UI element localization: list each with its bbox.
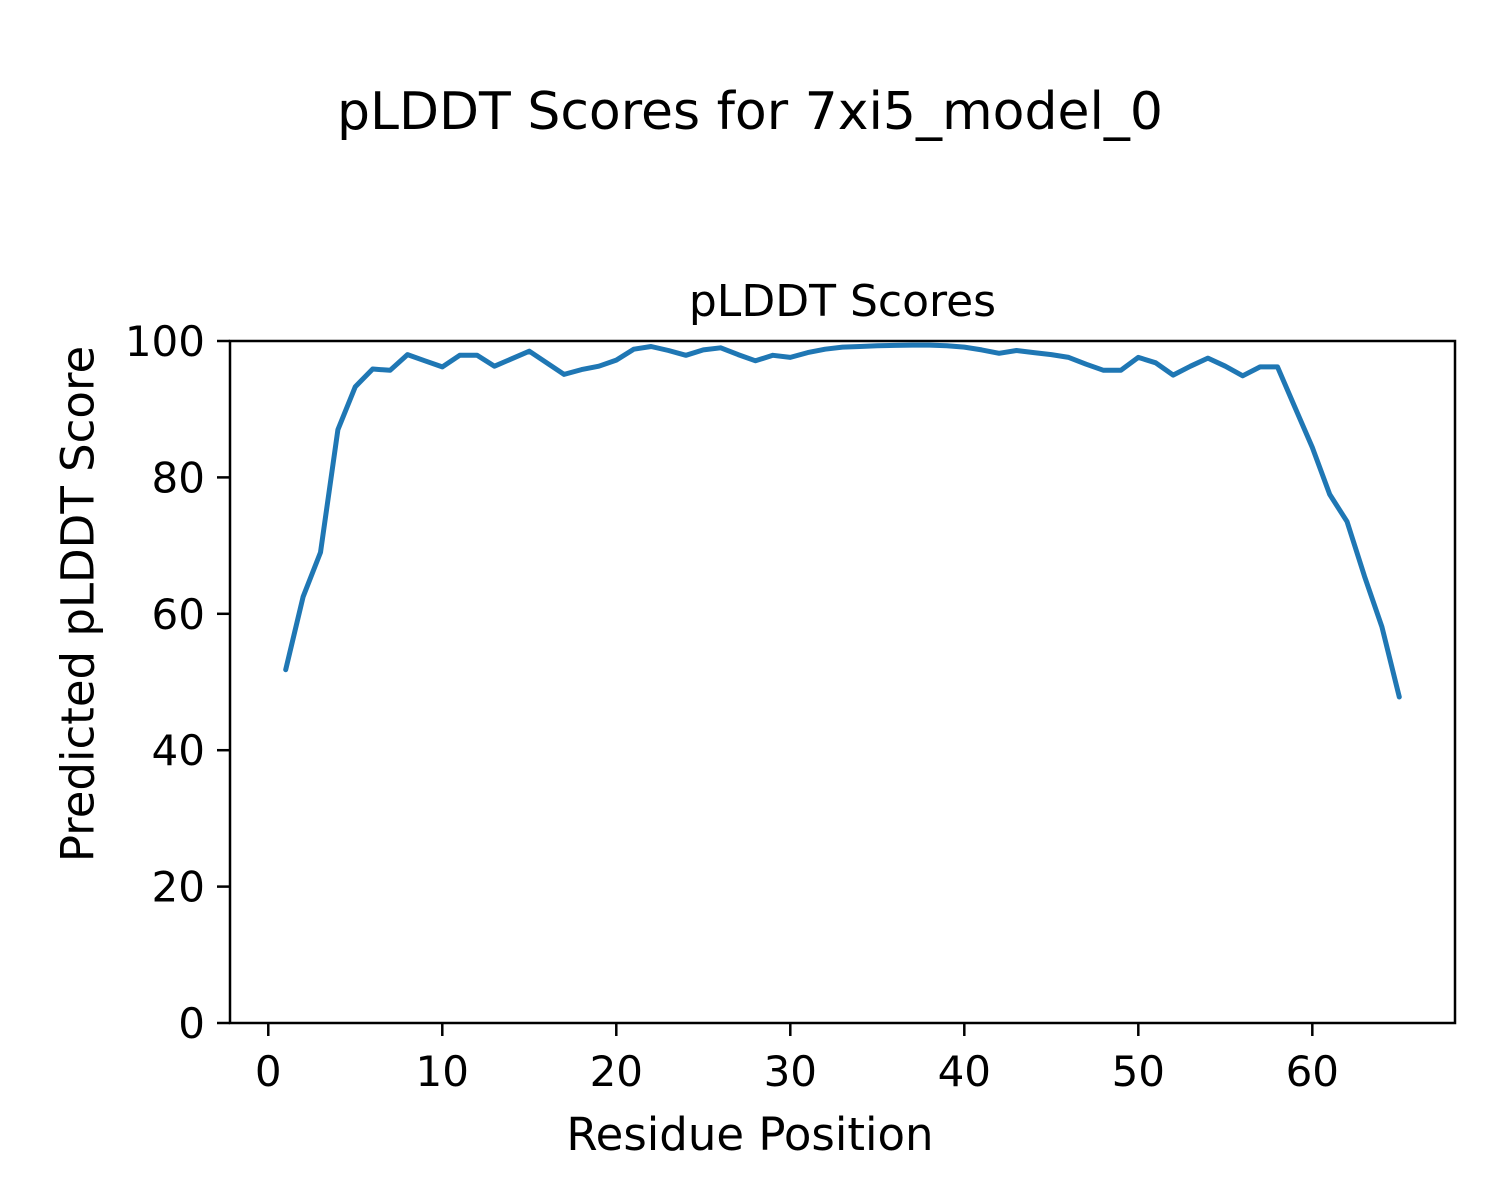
x-tick-label: 50 [1112, 1047, 1165, 1096]
x-tick-label: 60 [1286, 1047, 1339, 1096]
x-tick-label: 30 [764, 1047, 817, 1096]
plddt-line [283, 342, 1402, 700]
y-tick-label: 20 [152, 863, 205, 912]
y-tick-label: 100 [125, 317, 205, 366]
y-tick-label: 80 [152, 453, 205, 502]
axes-title: pLDDT Scores [688, 276, 997, 327]
x-axis-label: Residue Position [566, 1108, 934, 1161]
y-tick-label: 60 [152, 590, 205, 639]
y-axis-label: Predicted pLDDT Score [51, 345, 105, 863]
figure-title: pLDDT Scores for 7xi5_model_0 [336, 82, 1164, 142]
x-tick-label: 20 [590, 1047, 643, 1096]
x-tick-label: 0 [255, 1047, 282, 1096]
axes-spines [228, 339, 1457, 1025]
y-tick-label: 40 [152, 726, 205, 775]
x-tick-label: 10 [416, 1047, 469, 1096]
x-tick-label: 40 [938, 1047, 991, 1096]
y-tick-label: 0 [178, 999, 205, 1048]
